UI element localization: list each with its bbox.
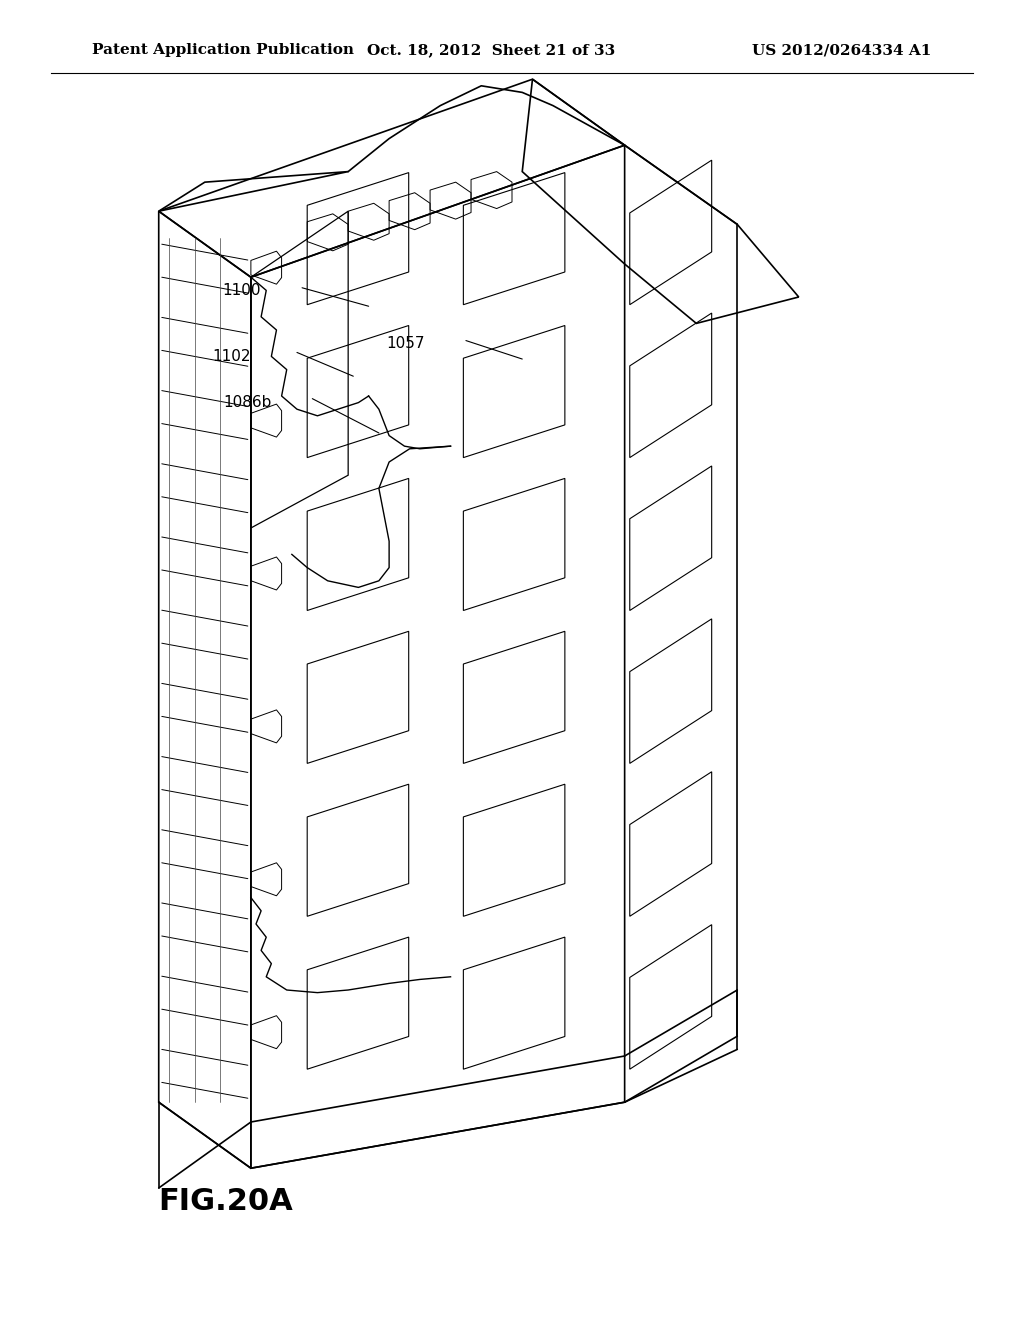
Text: 1086b: 1086b	[223, 395, 271, 411]
Text: Patent Application Publication: Patent Application Publication	[92, 44, 354, 57]
Text: 1102: 1102	[212, 348, 251, 364]
Text: Oct. 18, 2012  Sheet 21 of 33: Oct. 18, 2012 Sheet 21 of 33	[368, 44, 615, 57]
Text: US 2012/0264334 A1: US 2012/0264334 A1	[753, 44, 932, 57]
Text: 1100: 1100	[222, 282, 261, 298]
Text: 1057: 1057	[386, 335, 425, 351]
Text: FIG.20A: FIG.20A	[158, 1187, 293, 1216]
